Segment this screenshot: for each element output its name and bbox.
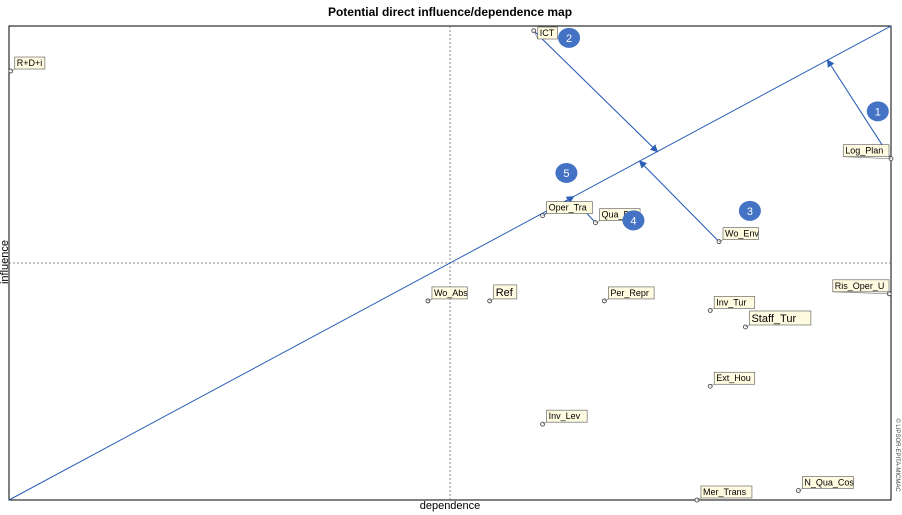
badge-circle [622,210,645,231]
point-label-box [700,485,753,499]
point-oper-tra: Oper_Tra [540,201,593,219]
point-label-box [608,286,655,300]
point-label: R+D+i [17,58,43,68]
point-label-box [546,201,593,214]
point-leader [489,298,494,302]
points-layer: R+D+i ICT Log_Plan Oper_Tra Qua_Def Wo_Env Ris… [8,26,894,503]
point-leader [718,239,724,242]
point-ict: ICT [531,26,558,40]
point-inv-lev: Inv_Lev [540,409,588,427]
point-leader [710,383,715,387]
point-label: Wo_Abs [434,288,468,298]
arrow-1 [826,59,892,160]
point-ref: Ref [487,284,518,304]
point-label-box [722,227,759,240]
point-label: Inv_Lev [549,411,581,421]
point-label: Staff_Tur [751,313,796,325]
point-label-box [14,56,46,70]
point-ext-hou: Ext_Hou [707,371,756,389]
diagonal-segment [8,25,892,501]
chart-title: Potential direct influence/dependence ma… [328,5,572,19]
point-leader [542,421,547,425]
arrows-layer [533,30,892,243]
point-label: Per_Repr [610,288,649,298]
badges-layer: 1 2 3 4 5 [555,27,889,231]
point-leader [745,324,750,328]
point-label: Qua_Def [602,210,639,220]
badge-circle [555,162,578,183]
x-axis-label: dependence [420,500,481,512]
point-inv-tur: Inv_Tur [707,296,756,313]
badge-number: 4 [630,215,636,227]
badge-1: 1 [866,101,889,122]
point-wo-env: Wo_Env [716,227,759,245]
badge-2: 2 [558,27,581,48]
point-leader [427,298,433,302]
point-leader [798,488,803,491]
point-ris-oper-u: Ris_Oper_U [832,279,892,297]
point-log-plan: Log_Plan [842,144,894,162]
badge-number: 3 [747,206,753,218]
point-wo-abs: Wo_Abs [425,286,468,304]
point-label: Ref [496,287,514,299]
point-label-box [802,476,854,489]
point-r-d-i: R+D+i [8,56,46,74]
point-label: N_Qua_Cos [804,478,854,488]
badge-4: 4 [622,210,645,231]
badge-5: 5 [555,162,578,183]
point-label-box [546,409,588,423]
badge-circle [558,27,581,48]
point-leader [604,298,609,302]
point-leader [832,291,890,295]
point-label-box [713,371,756,385]
point-marker [531,28,537,34]
point-label: Inv_Tur [716,297,746,307]
point-mer-trans: Mer_Trans [694,485,753,503]
y-axis-label: influence [0,240,11,284]
point-label: Wo_Env [725,229,759,239]
badge-number: 2 [566,33,572,45]
badge-circle [738,200,761,221]
badge-number: 1 [875,106,881,118]
point-staff-tur: Staff_Tur [743,310,812,330]
point-label: Ris_Oper_U [835,281,885,291]
point-per-repr: Per_Repr [601,286,655,304]
point-leader [696,497,702,501]
point-leader [10,68,15,72]
point-leader [533,30,539,40]
point-label-box [749,310,812,326]
point-leader [843,156,892,160]
badge-circle [866,101,889,122]
point-leader [595,220,600,223]
point-label-box [493,284,518,300]
point-label: Log_Plan [845,146,883,156]
point-label-box [431,286,468,300]
point-label: Mer_Trans [703,487,747,497]
arrow-2 [533,30,659,153]
arrow-3 [638,160,720,243]
point-label-box [713,296,756,309]
badge-3: 3 [738,200,761,221]
point-leader [710,308,715,311]
point-label-box [842,144,890,158]
diagonal-line [8,25,892,501]
point-label-box [832,279,890,293]
point-label: ICT [540,28,555,38]
point-label: Ext_Hou [716,373,751,383]
point-leader [542,213,547,216]
badge-number: 5 [563,168,569,180]
point-label-box [537,26,558,40]
watermark-text: © LIPSOR-EPITA-MICMAC [894,418,901,492]
point-n-qua-cos: N_Qua_Cos [795,476,854,493]
point-label: Oper_Tra [549,203,587,213]
